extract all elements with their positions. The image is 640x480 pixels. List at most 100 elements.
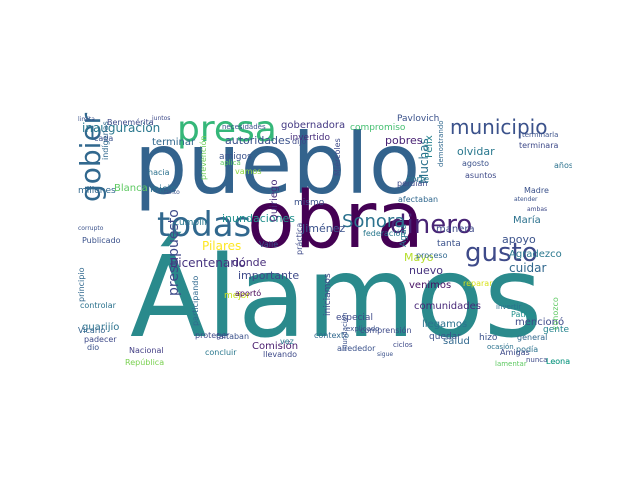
cloud-word: corte: [406, 175, 430, 185]
cloud-word: concluir: [205, 348, 237, 357]
cloud-word: nuevo: [409, 264, 443, 277]
cloud-word: manera: [436, 224, 475, 235]
cloud-word: proteger: [195, 331, 230, 340]
cloud-word: tanta: [437, 239, 461, 249]
cloud-word: contexto: [314, 331, 350, 340]
cloud-word: invertir: [496, 303, 522, 311]
cloud-word: padecer: [84, 335, 117, 344]
cloud-word: agosto: [462, 159, 490, 168]
cloud-word: comunidades: [414, 301, 481, 312]
cloud-word: necesidades: [222, 123, 266, 131]
cloud-word: conozco: [551, 297, 560, 330]
cloud-word: Amigas: [500, 348, 530, 357]
cloud-word: aportó: [235, 289, 262, 298]
cloud-word: Leona: [546, 357, 571, 366]
cloud-word: inundaciones: [222, 212, 295, 225]
cloud-word: Agua: [399, 223, 409, 247]
cloud-word: cada: [94, 134, 114, 143]
cloud-word: Publicado: [82, 236, 121, 245]
cloud-word: Sonora: [342, 211, 406, 232]
cloud-word: Miércoles: [333, 138, 342, 176]
cloud-word: venimos: [409, 280, 452, 291]
cloud-word: Vicario: [78, 326, 106, 335]
cloud-word: gusto: [465, 238, 538, 268]
cloud-word: Benemérita: [107, 118, 154, 127]
cloud-word: quedar: [429, 332, 461, 342]
cloud-word: general: [517, 333, 548, 342]
word-cloud: Álamospuebloobratodaspresagobiernocultur…: [72, 112, 572, 368]
cloud-word: juntos: [152, 115, 171, 122]
cloud-word: autoridades: [225, 134, 291, 147]
cloud-word: inundación: [341, 312, 349, 352]
cloud-word: gente: [543, 325, 570, 335]
cloud-word: compromiso: [350, 123, 406, 133]
cloud-word: explicado: [346, 325, 380, 333]
cloud-word: Quiriego: [269, 179, 280, 223]
cloud-word: faltaban: [216, 332, 250, 341]
cloud-word: guarijío: [82, 322, 120, 333]
cloud-word: proceso: [416, 251, 448, 260]
cloud-word: municipio: [450, 115, 548, 139]
cloud-word: ocasión: [487, 343, 514, 351]
cloud-word: dijo: [292, 137, 307, 146]
cloud-word: tanto: [164, 189, 180, 196]
cloud-word: Agradezco: [509, 249, 562, 260]
cloud-word: Patria: [511, 310, 534, 319]
cloud-word: todas: [157, 205, 252, 245]
cloud-word: mejor: [224, 291, 251, 301]
cloud-word: terminara: [519, 141, 559, 150]
cloud-word: mismo: [294, 198, 325, 208]
cloud-word: nunca: [526, 356, 548, 364]
cloud-word: María: [513, 215, 541, 226]
cloud-word: hacia: [148, 168, 170, 177]
cloud-word: mencionó: [515, 317, 565, 328]
cloud-word: vez: [280, 337, 294, 346]
cloud-word: práctica: [295, 222, 304, 255]
cloud-word: olvidar: [457, 145, 495, 158]
cloud-word: especial: [336, 313, 373, 323]
cloud-word: Jiménez: [302, 222, 346, 235]
cloud-word: demostrando: [437, 120, 445, 167]
cloud-word: ambas: [527, 206, 548, 213]
cloud-word: Madre: [524, 186, 549, 195]
cloud-word: iniciamos: [323, 273, 333, 316]
cloud-word: cuidar: [509, 261, 547, 275]
cloud-word: Bicentenario: [170, 256, 246, 270]
cloud-word: terminar: [152, 137, 196, 148]
cloud-word: hizo: [479, 333, 498, 343]
cloud-word: sigue: [377, 351, 394, 358]
cloud-word: Mayo: [404, 251, 434, 264]
cloud-word: presa: [177, 112, 277, 150]
cloud-word: terminarla: [522, 131, 559, 139]
cloud-word: Pilares: [202, 239, 242, 253]
cloud-word: limita: [78, 116, 95, 123]
cloud-word: Valle: [259, 240, 279, 249]
cloud-word: dinero: [390, 210, 473, 240]
cloud-word: inauguración: [82, 121, 161, 135]
cloud-word: federación: [363, 229, 406, 238]
cloud-word: llegamos: [422, 319, 468, 330]
cloud-word: llevando: [263, 350, 298, 359]
cloud-word: prevención: [199, 135, 208, 180]
cloud-word: Pavlovich: [397, 114, 440, 124]
cloud-word: Nacional: [129, 346, 164, 355]
cloud-word: asuntos: [465, 171, 497, 180]
cloud-word: Leona: [546, 357, 571, 366]
cloud-word: importante: [238, 269, 300, 282]
cloud-word: aplica: [220, 159, 241, 167]
cloud-word: millones: [78, 186, 116, 196]
cloud-word: dónde: [232, 256, 267, 269]
cloud-word: años: [554, 161, 572, 170]
cloud-word: ciclos: [393, 341, 413, 349]
cloud-word: participando: [191, 275, 200, 326]
cloud-word: podía: [516, 345, 539, 354]
cloud-word: Blanca: [114, 183, 148, 194]
cloud-word: comprensión: [360, 326, 412, 335]
cloud-word: reparar: [463, 279, 493, 288]
cloud-word: obra: [247, 176, 425, 266]
cloud-word: invertido: [290, 133, 331, 143]
cloud-word: pueblo: [134, 115, 421, 213]
cloud-word: afectaban: [398, 195, 439, 204]
cloud-word: pobres: [385, 134, 423, 147]
cloud-word: Comisión: [252, 341, 299, 352]
